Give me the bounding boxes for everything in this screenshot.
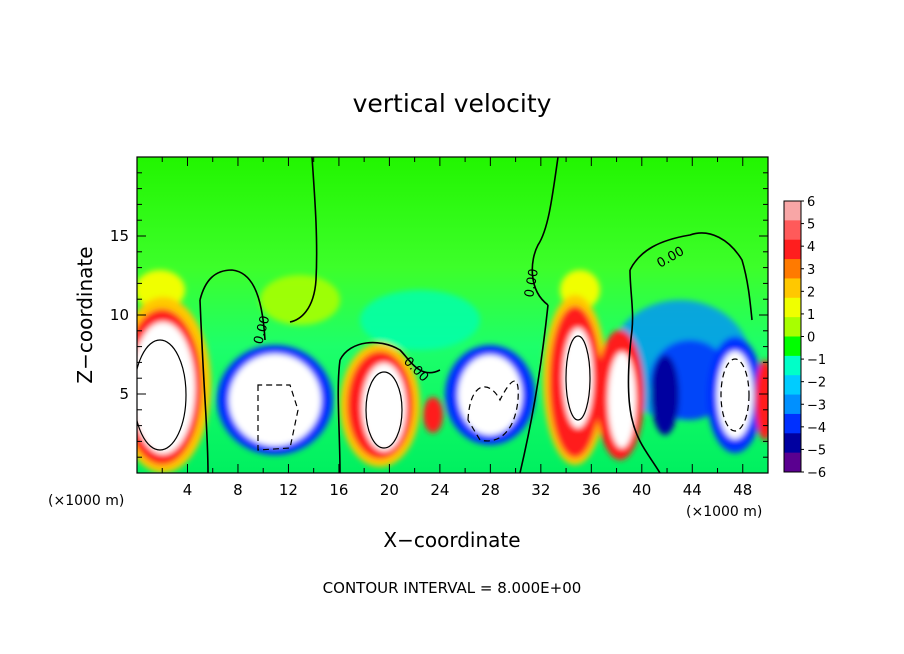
- x-tick-label: 16: [329, 481, 348, 499]
- x-axis-label: X−coordinate: [383, 528, 520, 552]
- colorbar-label: −2: [807, 376, 826, 391]
- colorbar-label: −5: [807, 443, 826, 458]
- colorbar-swatch: [784, 317, 801, 337]
- colorbar-label: 6: [807, 195, 815, 210]
- chart-title: vertical velocity: [353, 89, 552, 118]
- y-tick-label: 5: [119, 385, 129, 403]
- colorbar-swatch: [784, 239, 801, 260]
- colorbar: 6 5 4 3 2 1 0 −1 −2 −3 −4 −5 −6: [783, 195, 826, 481]
- x-tick-label: 8: [233, 481, 243, 499]
- colorbar-swatch: [784, 433, 801, 454]
- y-tick-label: 10: [110, 306, 129, 324]
- contour-label: 0.00: [251, 314, 273, 346]
- colorbar-swatch: [784, 452, 801, 473]
- colorbar-label: −4: [807, 421, 826, 436]
- contour-interval: CONTOUR INTERVAL = 8.000E+00: [323, 579, 582, 597]
- colorbar-swatch: [784, 297, 801, 318]
- contour-label: 0.00: [522, 268, 542, 299]
- x-tick-label: 24: [430, 481, 449, 499]
- colorbar-label: 3: [807, 263, 815, 278]
- x-unit-left: (×1000 m): [48, 493, 124, 509]
- colorbar-swatch: [784, 336, 801, 357]
- x-tick-label: 44: [683, 481, 702, 499]
- colorbar-swatch: [784, 259, 801, 279]
- colorbar-label: −3: [807, 398, 826, 413]
- x-tick-label: 32: [531, 481, 550, 499]
- x-tick-label: 36: [582, 481, 601, 499]
- colorbar-label: 1: [807, 308, 815, 323]
- plot-area: 0.00 0.00 0.00 0.00 4 8 12 16 20 24 28 32 36 40 44…: [110, 156, 769, 499]
- velocity-field: 0.00 0.00 0.00 0.00: [137, 157, 768, 473]
- y-tick-label: 15: [110, 227, 129, 245]
- colorbar-label: −6: [807, 466, 826, 481]
- colorbar-swatch: [784, 375, 801, 396]
- colorbar-label: 4: [807, 240, 815, 255]
- colorbar-label: 5: [807, 218, 815, 233]
- inner-contours: [137, 335, 750, 451]
- colorbar-swatch: [784, 201, 801, 221]
- colorbar-label: −1: [807, 353, 826, 368]
- x-tick-label: 20: [380, 481, 399, 499]
- colorbar-swatch: [784, 278, 801, 299]
- colorbar-label: 2: [807, 285, 815, 300]
- y-axis-label: Z−coordinate: [73, 246, 97, 383]
- colorbar-swatch: [784, 355, 801, 376]
- x-tick-label: 12: [279, 481, 298, 499]
- colorbar-label: 0: [807, 331, 815, 346]
- x-unit-right: (×1000 m): [686, 504, 762, 520]
- colorbar-swatch: [784, 394, 801, 415]
- x-tick-label: 4: [183, 481, 193, 499]
- colorbar-swatch: [784, 413, 801, 434]
- zero-contours: [199, 157, 753, 473]
- colorbar-swatch: [784, 220, 801, 241]
- x-tick-label: 40: [632, 481, 651, 499]
- x-tick-label: 48: [733, 481, 752, 499]
- x-tick-label: 28: [481, 481, 500, 499]
